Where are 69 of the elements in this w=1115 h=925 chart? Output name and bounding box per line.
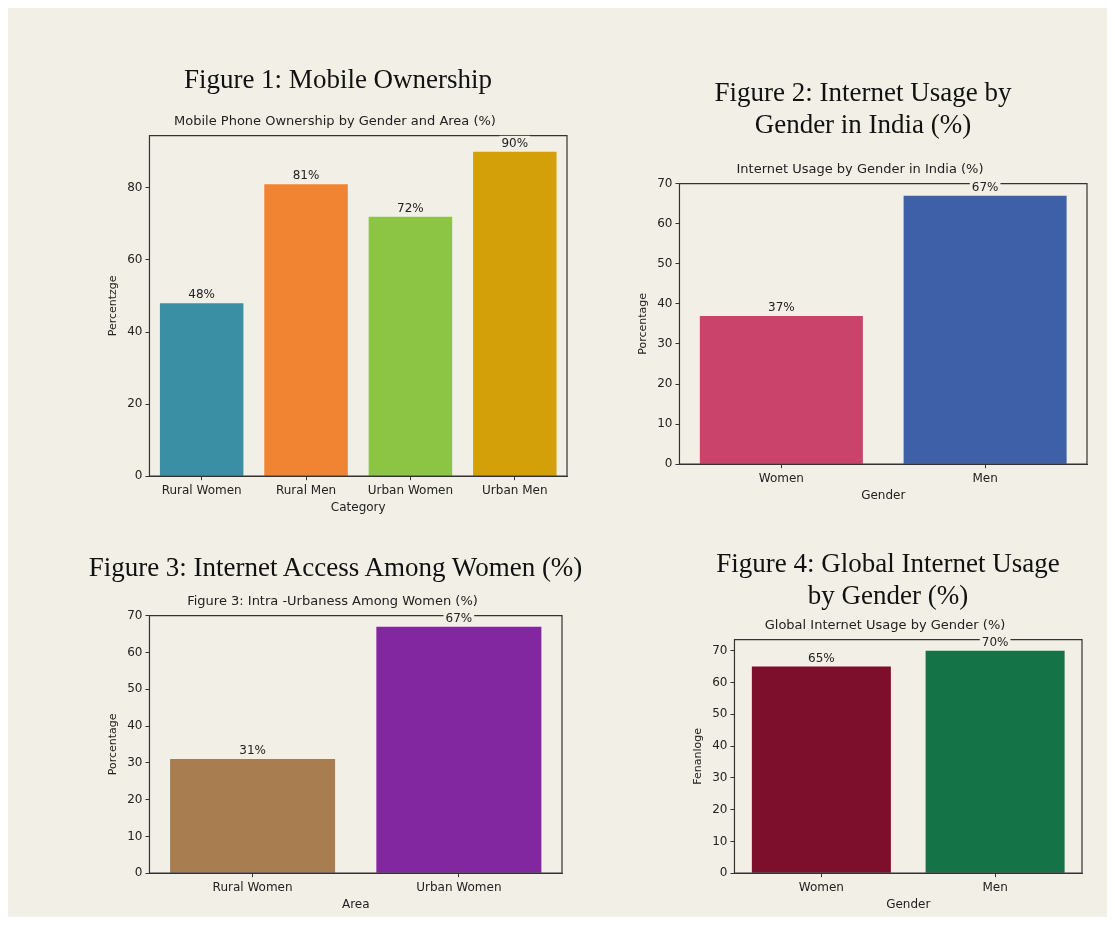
x-tick-label: Rural Women xyxy=(212,879,293,894)
y-tick-label: 0 xyxy=(664,456,673,471)
data-label: 67% xyxy=(445,610,473,625)
data-label: 65% xyxy=(808,650,835,665)
y-tick-label: 0 xyxy=(719,865,728,880)
y-axis-title: Percentzge xyxy=(106,275,120,337)
data-label: 31% xyxy=(239,743,266,758)
bar xyxy=(473,151,557,476)
y-tick-label: 60 xyxy=(657,215,673,230)
y-tick-label: 50 xyxy=(712,706,728,721)
y-tick-label: 50 xyxy=(657,255,673,270)
chart-title: Figure 2: Internet Usage by Gender in India (%) xyxy=(713,76,1013,140)
y-tick-label: 20 xyxy=(657,376,673,391)
y-tick-label: 40 xyxy=(712,738,728,753)
x-tick-label: Men xyxy=(972,470,998,485)
y-axis-title: Porcentage xyxy=(636,292,650,355)
y-tick-label: 20 xyxy=(127,791,143,806)
y-tick-label: 60 xyxy=(127,252,143,267)
y-tick-label: 0 xyxy=(134,468,143,483)
y-tick-label: 70 xyxy=(127,607,143,622)
y-axis-title: Porcentage xyxy=(106,713,120,776)
x-axis-title: Category xyxy=(330,499,386,514)
y-tick-label: 10 xyxy=(712,833,728,848)
data-label: 81% xyxy=(292,168,320,183)
data-label: 67% xyxy=(971,179,999,194)
bar xyxy=(159,303,244,476)
x-axis-title: Gender xyxy=(886,896,931,911)
x-axis-title: Area xyxy=(341,896,370,911)
y-tick-label: 40 xyxy=(127,718,143,733)
y-tick-label: 70 xyxy=(712,642,728,657)
x-tick-label: Women xyxy=(758,470,804,485)
y-tick-label: 60 xyxy=(712,674,728,689)
x-axis-title: Gender xyxy=(861,487,906,502)
x-tick-label: Urban Women xyxy=(367,482,454,497)
data-label: 72% xyxy=(397,200,424,215)
y-tick-label: 10 xyxy=(657,416,673,431)
y-tick-label: 40 xyxy=(657,295,673,310)
x-tick-label: Rural Women xyxy=(161,482,242,497)
x-tick-label: Women xyxy=(798,879,844,894)
bar xyxy=(368,216,453,476)
y-tick-label: 30 xyxy=(657,336,673,351)
data-label: 48% xyxy=(188,287,215,302)
y-axis-title: Fenanloge xyxy=(691,727,705,785)
x-tick-label: Rural Men xyxy=(275,482,337,497)
data-label: 70% xyxy=(981,634,1009,649)
y-tick-label: 80 xyxy=(127,179,143,194)
y-tick-label: 0 xyxy=(134,865,143,880)
x-tick-label: Urban Men xyxy=(482,482,548,497)
chart-title: Figure 1: Mobile Ownership xyxy=(182,63,494,95)
y-tick-label: 60 xyxy=(127,644,143,659)
x-tick-label: Men xyxy=(982,879,1008,894)
chart-title: Figure 3: Internet Access Among Women (%) xyxy=(87,551,584,583)
y-tick-label: 30 xyxy=(127,754,143,769)
chart-title: Figure 4: Global Internet Usage by Gender (%) xyxy=(715,547,1061,611)
y-tick-label: 20 xyxy=(712,801,728,816)
x-tick-label: Urban Women xyxy=(416,879,502,894)
data-label: 90% xyxy=(501,135,529,150)
chart-subtitle: Mobile Phone Ownership by Gender and Area (%) xyxy=(174,113,496,129)
y-tick-label: 40 xyxy=(127,324,143,339)
bar xyxy=(264,184,348,476)
chart-subtitle: Figure 3: Intra -Urbaness Among Women (%) xyxy=(187,593,478,609)
y-tick-label: 20 xyxy=(127,396,143,411)
chart-subtitle: Internet Usage by Gender in India (%) xyxy=(736,161,984,177)
y-tick-label: 10 xyxy=(127,828,143,843)
y-tick-label: 30 xyxy=(712,769,728,784)
chart-subtitle: Global Internet Usage by Gender (%) xyxy=(764,617,1006,633)
y-tick-label: 70 xyxy=(657,175,673,190)
y-tick-label: 50 xyxy=(127,681,143,696)
data-label: 37% xyxy=(768,300,795,315)
